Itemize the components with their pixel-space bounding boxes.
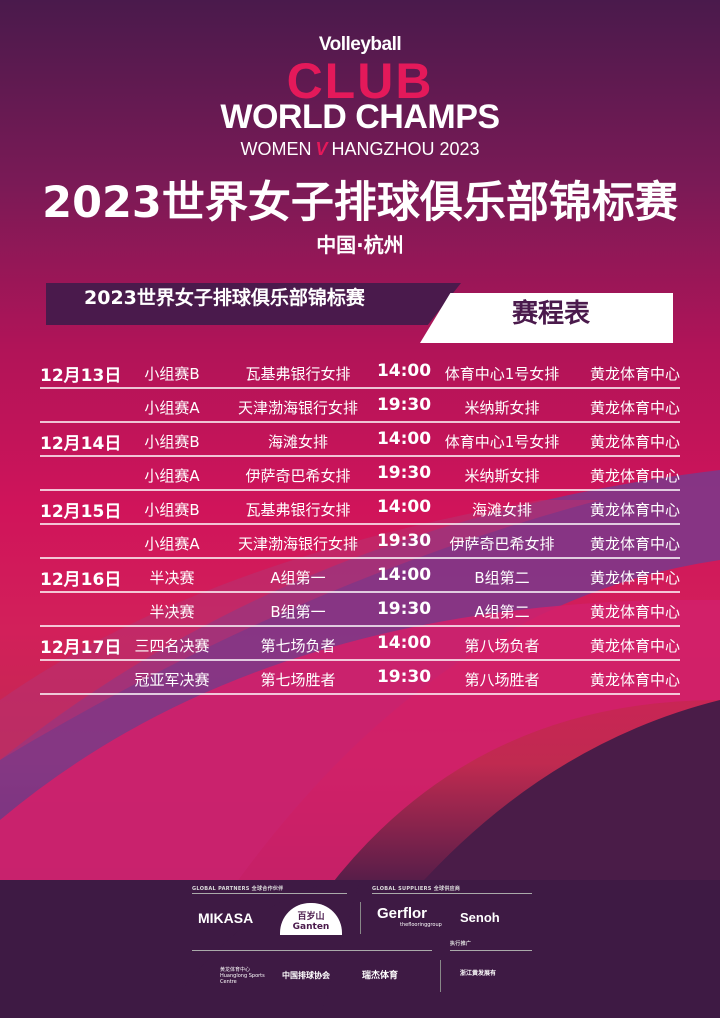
home-team: A组第一: [270, 569, 326, 587]
away-team: A组第二: [474, 603, 530, 621]
away-team: 体育中心1号女排: [444, 433, 560, 451]
volleyball-wordmark: Volleyball: [318, 34, 402, 55]
match-stage: 小组赛A: [144, 399, 200, 417]
club-wordmark: CLUB: [286, 53, 434, 109]
match-stage: 冠亚军决赛: [134, 671, 210, 689]
table-row: 12月14日 小组赛B 海滩女排 14:00 体育中心1号女排 黄龙体育中心: [40, 423, 680, 457]
match-venue: 黄龙体育中心: [589, 535, 680, 553]
match-stage: 小组赛A: [144, 467, 200, 485]
match-time: 14:00: [376, 565, 432, 585]
divider: [372, 893, 532, 894]
schedule-table: 12月13日 小组赛B 瓦基弗银行女排 14:00 体育中心1号女排 黄龙体育中心 小组赛A…: [40, 355, 680, 695]
match-venue: 黄龙体育中心: [589, 637, 680, 655]
senoh-logo: Senoh: [460, 910, 500, 925]
table-row: 冠亚军决赛 第七场胜者 19:30 第八场胜者 黄龙体育中心: [40, 661, 680, 695]
match-venue: 黄龙体育中心: [589, 399, 680, 417]
ruijie-logo: 瑞杰体育: [362, 971, 399, 981]
event-subtitle: WOMEN V HANGZHOU 2023: [0, 139, 720, 160]
match-stage: 半决赛: [149, 603, 195, 621]
mikasa-logo: MIKASA: [198, 910, 254, 926]
match-stage: 小组赛B: [144, 365, 200, 383]
away-team: 米纳斯女排: [464, 399, 540, 417]
match-time: 19:30: [376, 531, 432, 551]
partners-label: GLOBAL PARTNERS 全球合作伙伴: [192, 886, 284, 892]
home-team: 天津渤海银行女排: [237, 535, 358, 553]
match-venue: 黄龙体育中心: [589, 501, 680, 519]
table-row: 半决赛 B组第一 19:30 A组第二 黄龙体育中心: [40, 593, 680, 627]
home-team: 瓦基弗银行女排: [245, 365, 351, 383]
schedule-heading: 赛程表: [512, 299, 591, 329]
away-team: 海滩女排: [471, 501, 532, 519]
home-team: 天津渤海银行女排: [237, 399, 358, 417]
match-time: 19:30: [376, 599, 432, 619]
table-row: 小组赛A 天津渤海银行女排 19:30 米纳斯女排 黄龙体育中心: [40, 389, 680, 423]
table-row: 小组赛A 天津渤海银行女排 19:30 伊萨奇巴希女排 黄龙体育中心: [40, 525, 680, 559]
match-time: 19:30: [376, 463, 432, 483]
home-team: 第七场负者: [260, 637, 336, 655]
home-team: 伊萨奇巴希女排: [245, 467, 351, 485]
match-date: 12月13日: [40, 366, 122, 386]
match-venue: 黄龙体育中心: [589, 433, 680, 451]
banner-title: 2023世界女子排球俱乐部锦标赛: [84, 287, 365, 309]
match-time: 19:30: [376, 667, 432, 687]
match-venue: 黄龙体育中心: [589, 603, 680, 621]
match-stage: 三四名决赛: [134, 637, 210, 655]
match-stage: 半决赛: [149, 569, 195, 587]
home-team: 海滩女排: [267, 433, 328, 451]
match-stage: 小组赛B: [144, 501, 200, 519]
suppliers-label: GLOBAL SUPPLIERS 全球供应商: [372, 886, 461, 892]
match-date: 12月17日: [40, 638, 122, 658]
match-time: 14:00: [376, 497, 432, 517]
women-label: WOMEN: [240, 139, 312, 159]
gerflor-tagline: theflooringgroup: [400, 922, 442, 928]
promo-label: 执行推广: [450, 941, 472, 947]
cva-logo: 中国排球协会: [282, 971, 330, 980]
match-time: 14:00: [376, 361, 432, 381]
match-stage: 小组赛A: [144, 535, 200, 553]
city-label: 中国·杭州: [316, 233, 404, 257]
banner-right: 赛程表: [420, 293, 673, 343]
away-team: 伊萨奇巴希女排: [449, 535, 555, 553]
divider: [192, 893, 347, 894]
home-team: 第七场胜者: [260, 671, 336, 689]
world-champs-wordmark: WORLD CHAMPS: [220, 98, 500, 136]
table-row: 12月17日 三四名决赛 第七场负者 14:00 第八场负者 黄龙体育中心: [40, 627, 680, 661]
banner-left: 2023世界女子排球俱乐部锦标赛: [46, 283, 461, 325]
divider: [450, 950, 532, 951]
divider: [192, 950, 432, 951]
away-team: 第八场负者: [464, 637, 540, 655]
divider: [440, 960, 441, 992]
match-venue: 黄龙体育中心: [589, 467, 680, 485]
v-logo-icon: V: [315, 139, 328, 159]
match-date: 12月14日: [40, 434, 122, 454]
match-venue: 黄龙体育中心: [589, 671, 680, 689]
away-team: 第八场胜者: [464, 671, 540, 689]
page-title: 2023世界女子排球俱乐部锦标赛: [42, 178, 678, 228]
huanglong-logo: 黄龙体育中心 Huanglong Sports Centre: [220, 967, 265, 985]
away-team: 体育中心1号女排: [444, 365, 560, 383]
match-venue: 黄龙体育中心: [589, 569, 680, 587]
match-time: 19:30: [376, 395, 432, 415]
table-row: 12月13日 小组赛B 瓦基弗银行女排 14:00 体育中心1号女排 黄龙体育中心: [40, 355, 680, 389]
divider: [360, 902, 361, 934]
match-venue: 黄龙体育中心: [589, 365, 680, 383]
away-team: 米纳斯女排: [464, 467, 540, 485]
match-time: 14:00: [376, 429, 432, 449]
table-row: 12月16日 半决赛 A组第一 14:00 B组第二 黄龙体育中心: [40, 559, 680, 593]
promo-logo: 浙江黄发展有: [460, 970, 497, 977]
table-row: 12月15日 小组赛B 瓦基弗银行女排 14:00 海滩女排 黄龙体育中心: [40, 491, 680, 525]
home-team: B组第一: [270, 603, 326, 621]
home-team: 瓦基弗银行女排: [245, 501, 351, 519]
location-year: HANGZHOU 2023: [331, 139, 480, 159]
match-stage: 小组赛B: [144, 433, 200, 451]
away-team: B组第二: [474, 569, 530, 587]
table-row: 小组赛A 伊萨奇巴希女排 19:30 米纳斯女排 黄龙体育中心: [40, 457, 680, 491]
match-date: 12月15日: [40, 502, 122, 522]
gerflor-logo: Gerflor: [377, 905, 428, 922]
match-time: 14:00: [376, 633, 432, 653]
match-date: 12月16日: [40, 570, 122, 590]
